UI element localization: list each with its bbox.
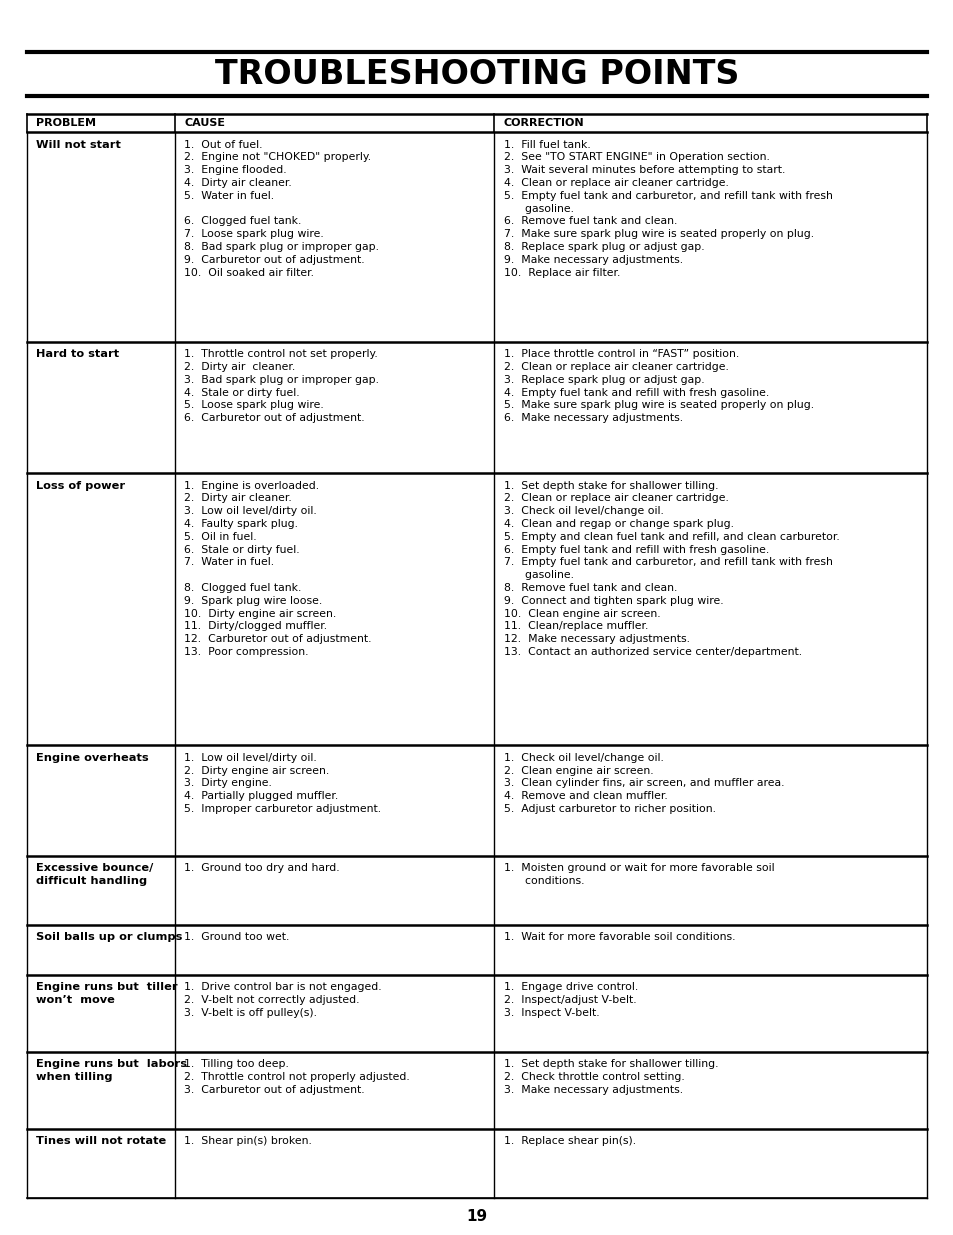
- Text: 1.  Ground too dry and hard.: 1. Ground too dry and hard.: [184, 863, 339, 873]
- Text: Will not start: Will not start: [36, 140, 121, 149]
- Text: 1.  Wait for more favorable soil conditions.: 1. Wait for more favorable soil conditio…: [503, 932, 735, 942]
- Text: 1.  Moisten ground or wait for more favorable soil
      conditions.: 1. Moisten ground or wait for more favor…: [503, 863, 774, 885]
- Text: 1.  Engine is overloaded.
2.  Dirty air cleaner.
3.  Low oil level/dirty oil.
4.: 1. Engine is overloaded. 2. Dirty air cl…: [184, 480, 372, 657]
- Text: 1.  Fill fuel tank.
2.  See "TO START ENGINE" in Operation section.
3.  Wait sev: 1. Fill fuel tank. 2. See "TO START ENGI…: [503, 140, 832, 278]
- Text: 1.  Place throttle control in “FAST” position.
2.  Clean or replace air cleaner : 1. Place throttle control in “FAST” posi…: [503, 350, 813, 424]
- Text: 1.  Check oil level/change oil.
2.  Clean engine air screen.
3.  Clean cylinder : 1. Check oil level/change oil. 2. Clean …: [503, 753, 783, 814]
- Text: 1.  Ground too wet.: 1. Ground too wet.: [184, 932, 289, 942]
- Text: Hard to start: Hard to start: [36, 350, 119, 359]
- Text: 1.  Tilling too deep.
2.  Throttle control not properly adjusted.
3.  Carburetor: 1. Tilling too deep. 2. Throttle control…: [184, 1060, 410, 1095]
- Text: 1.  Set depth stake for shallower tilling.
2.  Clean or replace air cleaner cart: 1. Set depth stake for shallower tilling…: [503, 480, 839, 657]
- Text: 1.  Set depth stake for shallower tilling.
2.  Check throttle control setting.
3: 1. Set depth stake for shallower tilling…: [503, 1060, 718, 1095]
- Text: Excessive bounce/
difficult handling: Excessive bounce/ difficult handling: [36, 863, 153, 885]
- Text: 1.  Engage drive control.
2.  Inspect/adjust V-belt.
3.  Inspect V-belt.: 1. Engage drive control. 2. Inspect/adju…: [503, 982, 638, 1018]
- Text: CAUSE: CAUSE: [184, 117, 225, 128]
- Text: Engine overheats: Engine overheats: [36, 753, 149, 763]
- Text: 1.  Drive control bar is not engaged.
2.  V-belt not correctly adjusted.
3.  V-b: 1. Drive control bar is not engaged. 2. …: [184, 982, 381, 1018]
- Text: Soil balls up or clumps: Soil balls up or clumps: [36, 932, 182, 942]
- Text: TROUBLESHOOTING POINTS: TROUBLESHOOTING POINTS: [214, 58, 739, 90]
- Text: 1.  Throttle control not set properly.
2.  Dirty air  cleaner.
3.  Bad spark plu: 1. Throttle control not set properly. 2.…: [184, 350, 378, 424]
- Text: 1.  Low oil level/dirty oil.
2.  Dirty engine air screen.
3.  Dirty engine.
4.  : 1. Low oil level/dirty oil. 2. Dirty eng…: [184, 753, 381, 814]
- Text: Engine runs but  tiller
won’t  move: Engine runs but tiller won’t move: [36, 982, 177, 1005]
- Text: 1.  Replace shear pin(s).: 1. Replace shear pin(s).: [503, 1136, 635, 1146]
- Text: PROBLEM: PROBLEM: [36, 117, 96, 128]
- Text: Tines will not rotate: Tines will not rotate: [36, 1136, 167, 1146]
- Text: 1.  Out of fuel.
2.  Engine not "CHOKED" properly.
3.  Engine flooded.
4.  Dirty: 1. Out of fuel. 2. Engine not "CHOKED" p…: [184, 140, 378, 278]
- Text: Loss of power: Loss of power: [36, 480, 125, 490]
- Text: 1.  Shear pin(s) broken.: 1. Shear pin(s) broken.: [184, 1136, 312, 1146]
- Text: 19: 19: [466, 1209, 487, 1224]
- Text: Engine runs but  labors
when tilling: Engine runs but labors when tilling: [36, 1060, 187, 1082]
- Text: CORRECTION: CORRECTION: [503, 117, 584, 128]
